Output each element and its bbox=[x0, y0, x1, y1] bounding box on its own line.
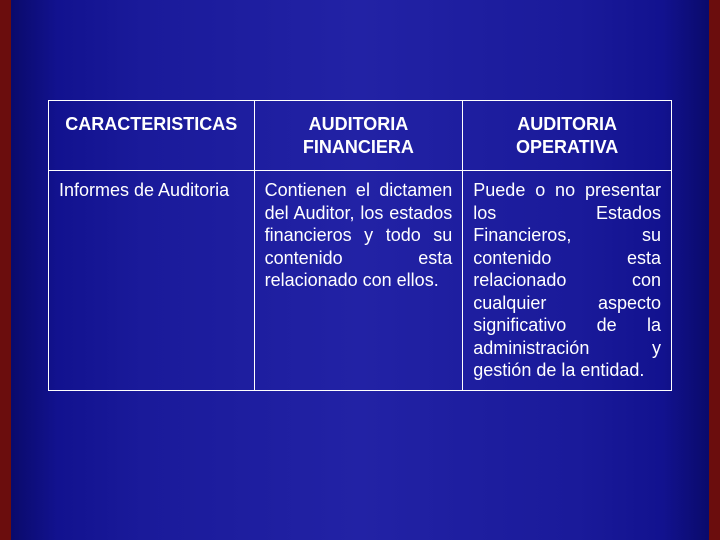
cell-operativa: Puede o no presentar los Estados Financi… bbox=[463, 171, 672, 391]
row-label-informes: Informes de Auditoria bbox=[49, 171, 255, 391]
table-row: Informes de Auditoria Contienen el dicta… bbox=[49, 171, 672, 391]
header-auditoria-operativa: AUDITORIA OPERATIVA bbox=[463, 101, 672, 171]
header-caracteristicas: CARACTERISTICAS bbox=[49, 101, 255, 171]
audit-comparison-table: CARACTERISTICAS AUDITORIA FINANCIERA AUD… bbox=[48, 100, 672, 391]
table-header-row: CARACTERISTICAS AUDITORIA FINANCIERA AUD… bbox=[49, 101, 672, 171]
cell-financiera: Contienen el dictamen del Auditor, los e… bbox=[254, 171, 463, 391]
header-auditoria-financiera: AUDITORIA FINANCIERA bbox=[254, 101, 463, 171]
slide-container: CARACTERISTICAS AUDITORIA FINANCIERA AUD… bbox=[0, 0, 720, 540]
